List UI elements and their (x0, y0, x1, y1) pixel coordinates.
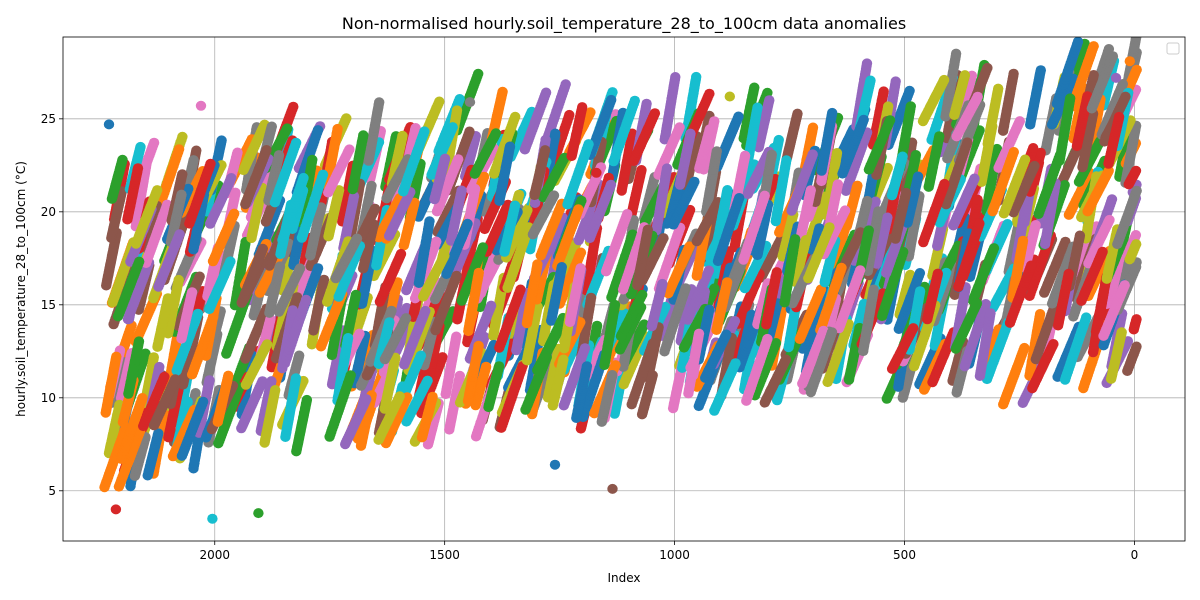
data-point (341, 113, 352, 124)
data-point (1008, 68, 1019, 79)
data-point (878, 86, 889, 97)
series-9 (505, 106, 537, 163)
data-point (591, 320, 603, 331)
data-point (684, 204, 696, 215)
data-point (560, 79, 571, 90)
data-point (177, 131, 188, 142)
data-points (99, 37, 1142, 524)
data-point (636, 165, 647, 175)
data-point (807, 122, 819, 133)
data-point (564, 109, 575, 120)
data-point (288, 101, 299, 112)
data-point (1035, 65, 1047, 76)
data-point (904, 85, 915, 96)
data-point (191, 145, 202, 156)
data-point (749, 82, 760, 93)
data-point (188, 155, 199, 166)
data-point (1131, 341, 1142, 352)
data-point (473, 68, 484, 79)
data-point (451, 331, 462, 342)
data-point (691, 71, 702, 82)
